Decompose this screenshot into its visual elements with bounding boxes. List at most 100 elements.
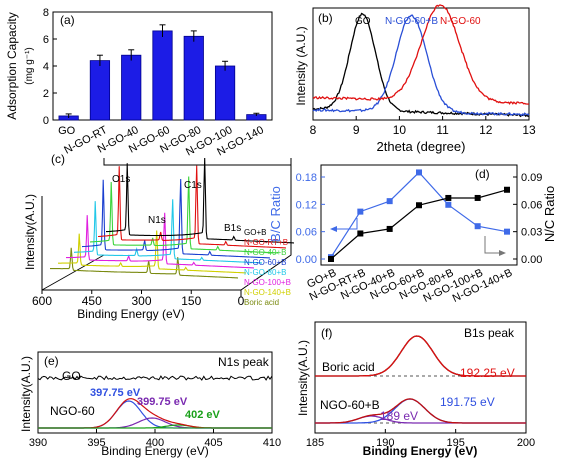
panel-a-bar bbox=[121, 54, 142, 121]
panel-c-box-right bbox=[240, 165, 292, 291]
panel-e-xtick-label: 410 bbox=[263, 437, 281, 449]
panel-c-peak-b1s: B1s bbox=[224, 223, 241, 234]
panel-d-marker bbox=[445, 194, 452, 201]
panel-e-component-peak bbox=[38, 417, 272, 429]
panel-d-marker bbox=[328, 256, 334, 262]
panel-d-series-line bbox=[330, 171, 508, 258]
panel-f-label-boric: Boric acid bbox=[322, 360, 375, 374]
panel-c-spectrum bbox=[74, 199, 262, 264]
panel-f-ylabel: Intensity(A.U.) bbox=[296, 340, 310, 416]
panel-d-ytick-right-label: 0.00 bbox=[521, 254, 542, 266]
panel-c-legend-label: N-GO-40+B bbox=[244, 248, 286, 257]
panel-e-peak-3: 402 eV bbox=[185, 409, 221, 421]
panel-b-series-line bbox=[312, 4, 530, 105]
panel-f-title: B1s peak bbox=[464, 326, 515, 340]
panel-e-peak-2: 399.75 eV bbox=[137, 396, 188, 408]
panel-d-marker bbox=[386, 198, 393, 205]
panel-a-tag: (a) bbox=[60, 13, 75, 27]
panel-d-right-arrowhead bbox=[499, 250, 506, 256]
panel-d-marker bbox=[474, 194, 481, 201]
panel-c-spectrum bbox=[82, 178, 270, 259]
panel-c-spectrum bbox=[66, 212, 254, 269]
panel-d-marker bbox=[504, 228, 510, 235]
panel-c-peak-c1s: C1s bbox=[184, 180, 202, 191]
panel-a-ytick-label: 0 bbox=[43, 115, 49, 127]
panel-a-bar bbox=[152, 30, 173, 121]
panel-d-marker bbox=[386, 225, 393, 232]
panel-c-legend-label: GO+B bbox=[244, 228, 266, 237]
panel-c-xtick-label: 300 bbox=[131, 294, 151, 308]
panel-d: (d) B/C Ratio N/C Ratio 0.00 0.06 0.12 0.18… bbox=[268, 164, 557, 305]
panel-c-xlabel: Binding Energy (eV) bbox=[77, 307, 184, 321]
panel-c-spectrum bbox=[106, 157, 294, 244]
panel-c-tag: (c) bbox=[51, 152, 65, 166]
panel-d-right-arrow bbox=[484, 236, 500, 254]
panel-c-peak-o1s: O1s bbox=[112, 174, 130, 185]
panel-b-legend-ngo60: N-GO-60 bbox=[440, 16, 481, 27]
panel-a-ytick-label: 2 bbox=[43, 88, 49, 100]
panel-c: (c) Intensity(A.U.) Binding Energy (eV) … bbox=[23, 152, 294, 321]
panel-d-ylabel-left: B/C Ratio bbox=[268, 186, 283, 242]
panel-d-ytick-left-label: 0.12 bbox=[296, 199, 317, 211]
panel-d-marker bbox=[445, 201, 452, 208]
panel-a: (a) Adsorption Capacity (mg g⁻¹) 0 2 4 6 8 G… bbox=[5, 7, 273, 158]
panel-c-spectrum bbox=[58, 230, 246, 274]
panel-c-depth-edge bbox=[41, 254, 105, 291]
panel-d-marker bbox=[357, 230, 364, 237]
panel-d-marker bbox=[416, 169, 422, 176]
panel-d-left-arrowhead bbox=[330, 226, 337, 232]
panel-f-xlabel: Binding Energy (eV) bbox=[363, 444, 478, 458]
panel-c-legend-label: N-GO-60+B bbox=[244, 258, 286, 267]
panel-d-ylabel-right: N/C Ratio bbox=[542, 186, 557, 242]
panel-e-xtick-label: 400 bbox=[146, 437, 164, 449]
panel-c-xtick-label: 0 bbox=[238, 294, 245, 308]
panel-c-legend-label: N-GO-140+B bbox=[244, 288, 291, 297]
panel-e-xtick-label: 405 bbox=[204, 437, 222, 449]
panel-a-yunit: (mg g⁻¹) bbox=[24, 47, 35, 85]
panel-a-bar bbox=[183, 35, 204, 121]
panel-f-frame bbox=[314, 321, 527, 434]
panel-b-legend-go: GO bbox=[355, 16, 371, 27]
panel-b-legend-ngo60b: N-GO-60+B bbox=[385, 16, 438, 27]
panel-b-tag: (b) bbox=[318, 11, 333, 25]
panel-d-ytick-right-label: 0.06 bbox=[521, 199, 542, 211]
panel-b-series-line bbox=[312, 12, 529, 118]
panel-c-ylabel: Intensity(A.U.) bbox=[23, 194, 37, 270]
panel-b: (b) Intensity (A.U.) 2theta (degree) 8 9 1… bbox=[294, 4, 536, 154]
panel-f-xtick-label: 185 bbox=[306, 437, 324, 449]
panel-f-label-ngo60b: NGO-60+B bbox=[320, 398, 380, 412]
panel-a-ytick-label: 4 bbox=[43, 61, 49, 73]
panel-e-xlabel: Binding Energy (eV) bbox=[101, 444, 208, 458]
panel-b-xtick-label: 12 bbox=[479, 123, 493, 137]
panel-a-category-label: GO bbox=[58, 125, 76, 137]
panel-f-tag: (f) bbox=[321, 326, 332, 340]
panel-b-xtick-label: 8 bbox=[310, 123, 317, 137]
panel-e-tag: (e) bbox=[44, 354, 59, 368]
panel-b-frame bbox=[312, 7, 530, 121]
panel-e-ylabel: Intensity(A.U.) bbox=[19, 356, 33, 432]
panel-c-spectrum bbox=[98, 165, 286, 249]
panel-e-xtick-label: 395 bbox=[87, 437, 105, 449]
panel-d-marker bbox=[357, 208, 364, 215]
panel-d-frame bbox=[320, 164, 518, 266]
panel-c-box-back bbox=[103, 158, 292, 166]
panel-d-ytick-left-label: 0.00 bbox=[296, 254, 317, 266]
panel-c-spectrum bbox=[90, 176, 278, 254]
panel-c-spectrum bbox=[50, 247, 238, 279]
panel-c-legend-label: N-GO-100+B bbox=[244, 278, 291, 287]
panel-c-legend-label: N-GO-RT+B bbox=[244, 238, 288, 247]
panel-d-ytick-right-label: 0.09 bbox=[521, 172, 542, 184]
panel-a-ylabel: Adsorption Capacity bbox=[5, 12, 19, 119]
panel-b-ylabel: Intensity (A.U.) bbox=[294, 26, 308, 105]
panel-f-peak-2: 191.75 eV bbox=[440, 395, 495, 409]
panel-a-ytick-label: 6 bbox=[43, 34, 49, 46]
panel-e-title: N1s peak bbox=[218, 355, 270, 369]
panel-f-envelope bbox=[315, 398, 526, 424]
panel-e-xtick-label: 390 bbox=[29, 437, 47, 449]
panel-b-series-line bbox=[312, 14, 530, 117]
panel-c-legend-label: N-GO-80+B bbox=[244, 268, 286, 277]
panel-f-xtick-label: 190 bbox=[376, 437, 394, 449]
panel-b-xlabel: 2theta (degree) bbox=[377, 139, 466, 154]
panel-b-xtick-label: 11 bbox=[436, 123, 449, 137]
